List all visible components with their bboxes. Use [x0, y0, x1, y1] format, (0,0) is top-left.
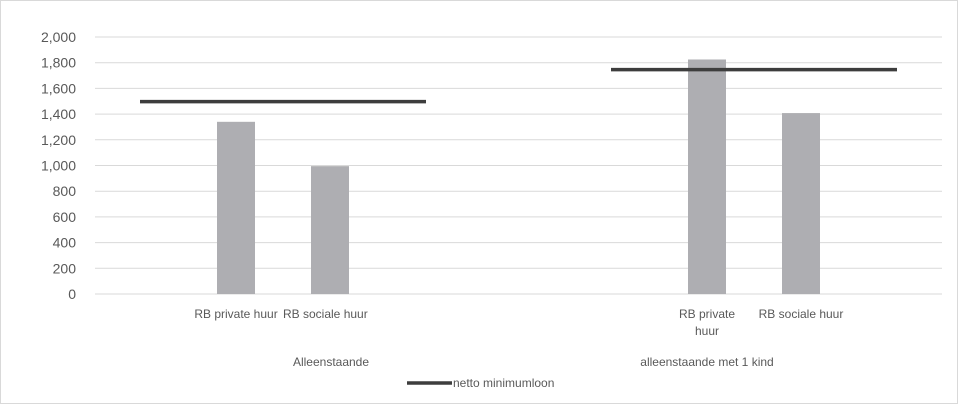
minimumloon-lines	[140, 67, 897, 104]
group-label: alleenstaande met 1 kind	[640, 355, 773, 369]
y-tick-label: 1,200	[41, 132, 76, 148]
bar-label: RB private huur	[679, 307, 735, 338]
bar-label: RB sociale huur	[283, 307, 368, 321]
group-label: Alleenstaande	[293, 355, 369, 369]
y-axis-ticks: 0 200 400 600 800 1,000 1,200 1,400 1,600 1,800 2,…	[41, 29, 76, 302]
y-tick-label: 0	[68, 286, 76, 302]
y-tick-label: 1,400	[41, 106, 76, 122]
y-tick-label: 200	[53, 260, 77, 276]
y-tick-label: 2,000	[41, 29, 76, 45]
bar-2-1	[688, 59, 726, 294]
legend-label: netto minimumloon	[453, 376, 554, 390]
bar-1-2	[311, 166, 349, 294]
y-tick-label: 1,600	[41, 80, 76, 96]
bar-2-2	[782, 113, 820, 295]
legend: netto minimumloon	[407, 376, 554, 390]
y-tick-label: 600	[53, 209, 77, 225]
y-tick-label: 800	[53, 183, 77, 199]
y-tick-label: 1,000	[41, 158, 76, 174]
bars	[217, 59, 820, 295]
bar-label: RB private huur	[194, 307, 277, 321]
y-tick-label: 1,800	[41, 55, 76, 71]
category-labels: RB private huur RB sociale huur Alleenstaa…	[194, 307, 843, 369]
bar-1-1	[217, 121, 255, 294]
bar-label: RB sociale huur	[759, 307, 844, 321]
y-tick-label: 400	[53, 235, 77, 251]
